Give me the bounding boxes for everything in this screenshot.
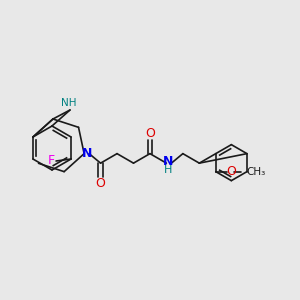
Text: N: N	[163, 154, 174, 168]
Text: O: O	[145, 127, 155, 140]
Text: H: H	[164, 165, 172, 175]
Text: O: O	[96, 177, 106, 190]
Text: F: F	[47, 154, 55, 167]
Text: NH: NH	[61, 98, 77, 108]
Text: O: O	[226, 165, 236, 178]
Text: CH₃: CH₃	[247, 167, 266, 177]
Text: N: N	[82, 147, 92, 160]
